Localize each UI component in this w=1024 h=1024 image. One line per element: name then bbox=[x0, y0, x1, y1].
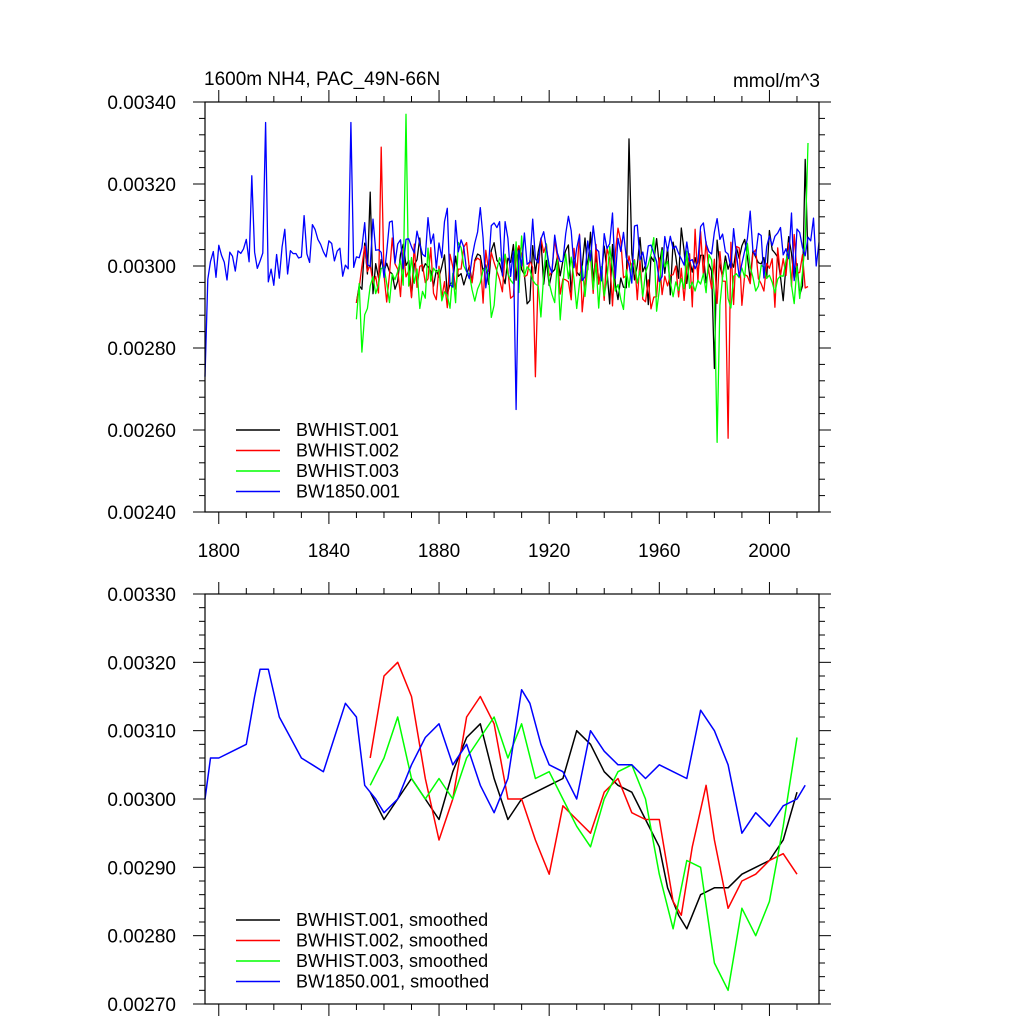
top-series-line-3 bbox=[204, 121, 820, 411]
top-series-line-2 bbox=[355, 113, 809, 443]
y-tick-label: 0.00340 bbox=[107, 93, 176, 114]
legend-label: BWHIST.001 bbox=[296, 420, 399, 440]
x-tick-label: 1920 bbox=[528, 541, 570, 562]
bottom-panel: 0.00270 0.00280 0.00290 0.00300 0.00310 0.003… bbox=[107, 582, 831, 1016]
y-tick-label: 0.00280 bbox=[107, 927, 176, 948]
x-tick-label: 1800 bbox=[198, 541, 240, 562]
legend-label: BWHIST.002, smoothed bbox=[296, 931, 488, 951]
bottom-series-line-2 bbox=[369, 716, 798, 992]
legend-label: BWHIST.001, smoothed bbox=[296, 910, 488, 930]
y-tick-label: 0.00320 bbox=[107, 653, 176, 674]
x-tick-label: 1960 bbox=[638, 541, 680, 562]
units-label: mmol/m^3 bbox=[733, 71, 820, 92]
top-panel: 1600m NH4, PAC_49N-66N mmol/m^3 1800 1840… bbox=[107, 69, 831, 562]
bottom-axes: 0.00270 0.00280 0.00290 0.00300 0.00310 0.003… bbox=[107, 582, 831, 1016]
y-tick-label: 0.00310 bbox=[107, 722, 176, 743]
x-tick-label: 2000 bbox=[748, 541, 790, 562]
y-tick-label: 0.00270 bbox=[107, 995, 176, 1016]
chart-title: 1600m NH4, PAC_49N-66N bbox=[204, 69, 440, 90]
y-tick-label: 0.00320 bbox=[107, 175, 176, 196]
bottom-series-line-3 bbox=[204, 668, 806, 834]
y-tick-label: 0.00300 bbox=[107, 790, 176, 811]
y-tick-label: 0.00260 bbox=[107, 421, 176, 442]
y-tick-label: 0.00300 bbox=[107, 257, 176, 278]
x-tick-label: 1840 bbox=[308, 541, 350, 562]
bottom-plot-frame bbox=[204, 593, 820, 1005]
x-tick-label: 1880 bbox=[418, 541, 460, 562]
legend-label: BW1850.001, smoothed bbox=[296, 972, 489, 992]
top-series-lines bbox=[204, 113, 820, 443]
y-tick-label: 0.00330 bbox=[107, 585, 176, 606]
top-axes: 1800 1840 1880 1920 1960 2000 0.00240 0.00260 0.… bbox=[107, 90, 831, 562]
bottom-series-lines bbox=[204, 661, 806, 992]
y-tick-label: 0.00290 bbox=[107, 858, 176, 879]
top-series-line-0 bbox=[355, 138, 809, 370]
top-plot-frame bbox=[204, 101, 820, 513]
legend-label: BWHIST.003 bbox=[296, 461, 399, 481]
legend-label: BWHIST.003, smoothed bbox=[296, 951, 488, 971]
top-series-line-1 bbox=[355, 146, 809, 439]
legend-label: BWHIST.002 bbox=[296, 441, 399, 461]
bottom-series-line-1 bbox=[369, 661, 798, 916]
y-tick-label: 0.00240 bbox=[107, 503, 176, 524]
legend-label: BW1850.001 bbox=[296, 482, 400, 502]
y-tick-label: 0.00280 bbox=[107, 339, 176, 360]
